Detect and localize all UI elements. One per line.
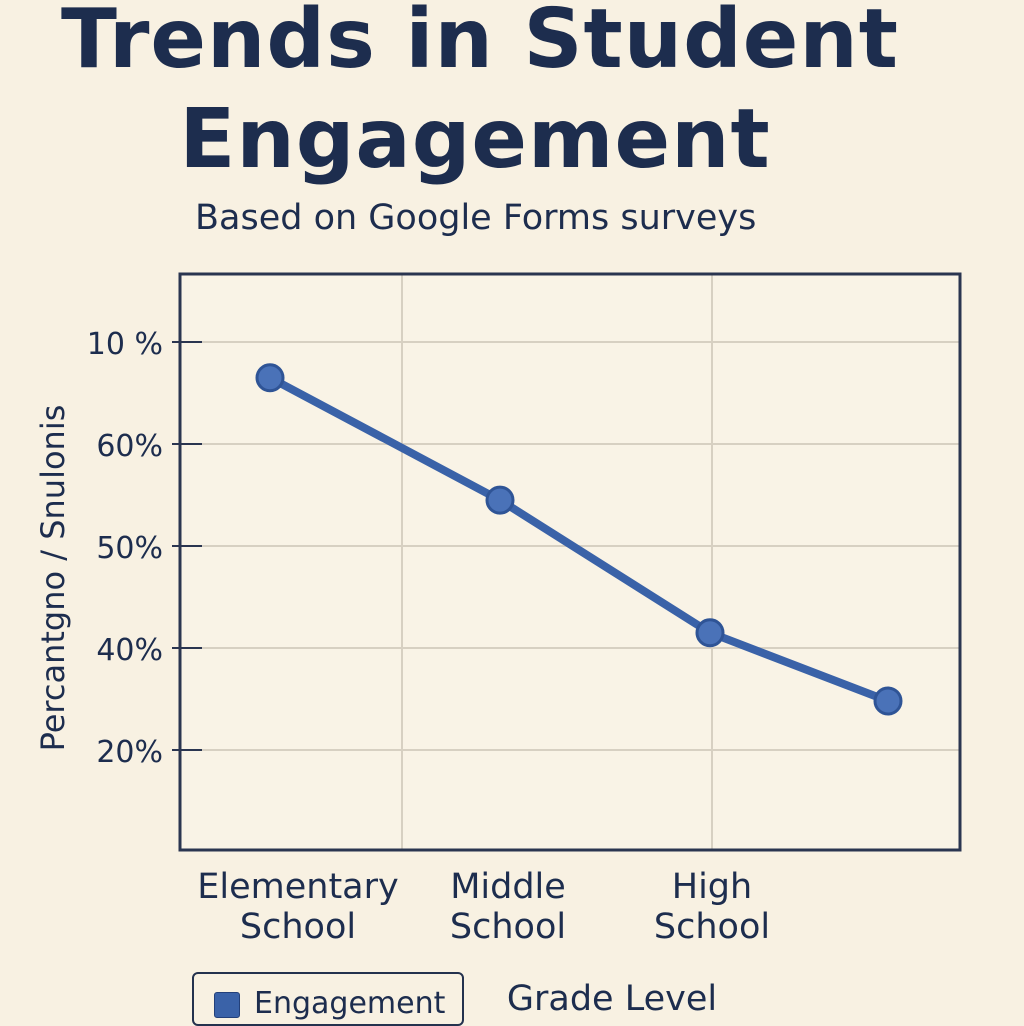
legend-label-engagement: Engagement [254,986,446,1021]
x-axis-label: Grade Level [507,979,717,1019]
x-tick-label: High [672,867,752,907]
chart-title-line-2: Engagement [179,92,771,187]
series-line-engagement [266,373,892,706]
y-tick-label: 40% [96,633,163,668]
chart-subtitle: Based on Google Forms surveys [195,198,757,238]
x-tick-label: Elementary [197,867,398,907]
y-axis-label: Percantgno / Snulonis [34,405,72,752]
data-point-4 [873,686,903,716]
plot-frame [178,272,962,852]
legend-swatch-engagement [214,992,240,1018]
data-point-1 [255,363,285,393]
chart-title-line-1: Trends in Student [61,0,899,87]
legend: Engagement [192,972,464,1026]
y-tick-label: 50% [96,531,163,566]
y-tick-label: 60% [96,429,163,464]
plot-area [180,274,960,850]
x-tick-label: School [654,907,770,947]
y-tick-label: 10 % [87,327,163,362]
x-tick-label: School [240,907,356,947]
y-tick-label: 20% [96,735,163,770]
data-point-2 [485,485,515,515]
data-point-3 [695,618,725,648]
x-tick-label: School [450,907,566,947]
x-tick-label: Middle [450,867,566,907]
